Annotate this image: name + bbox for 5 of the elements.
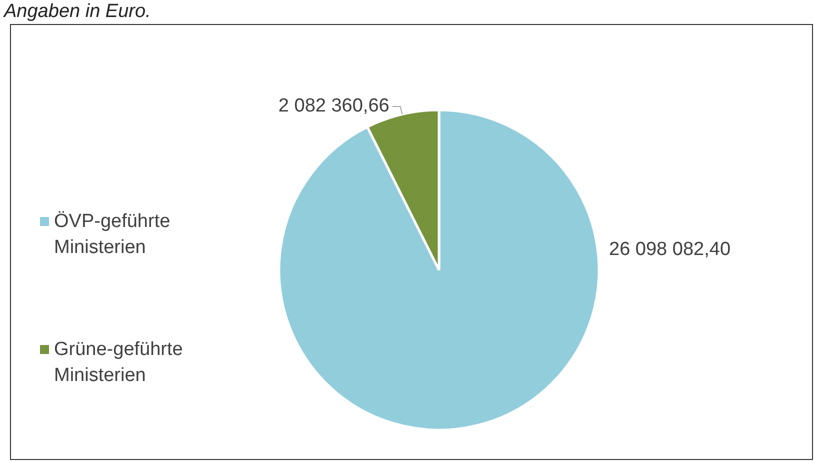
- data-label: 26 098 082,40: [609, 239, 731, 260]
- legend-label: ÖVP-geführte Ministerien: [54, 211, 170, 258]
- data-label: 2 082 360,66: [278, 96, 390, 117]
- legend-label: Grüne-geführte Ministerien: [54, 339, 183, 386]
- chart-title: Angaben in Euro.: [3, 1, 151, 22]
